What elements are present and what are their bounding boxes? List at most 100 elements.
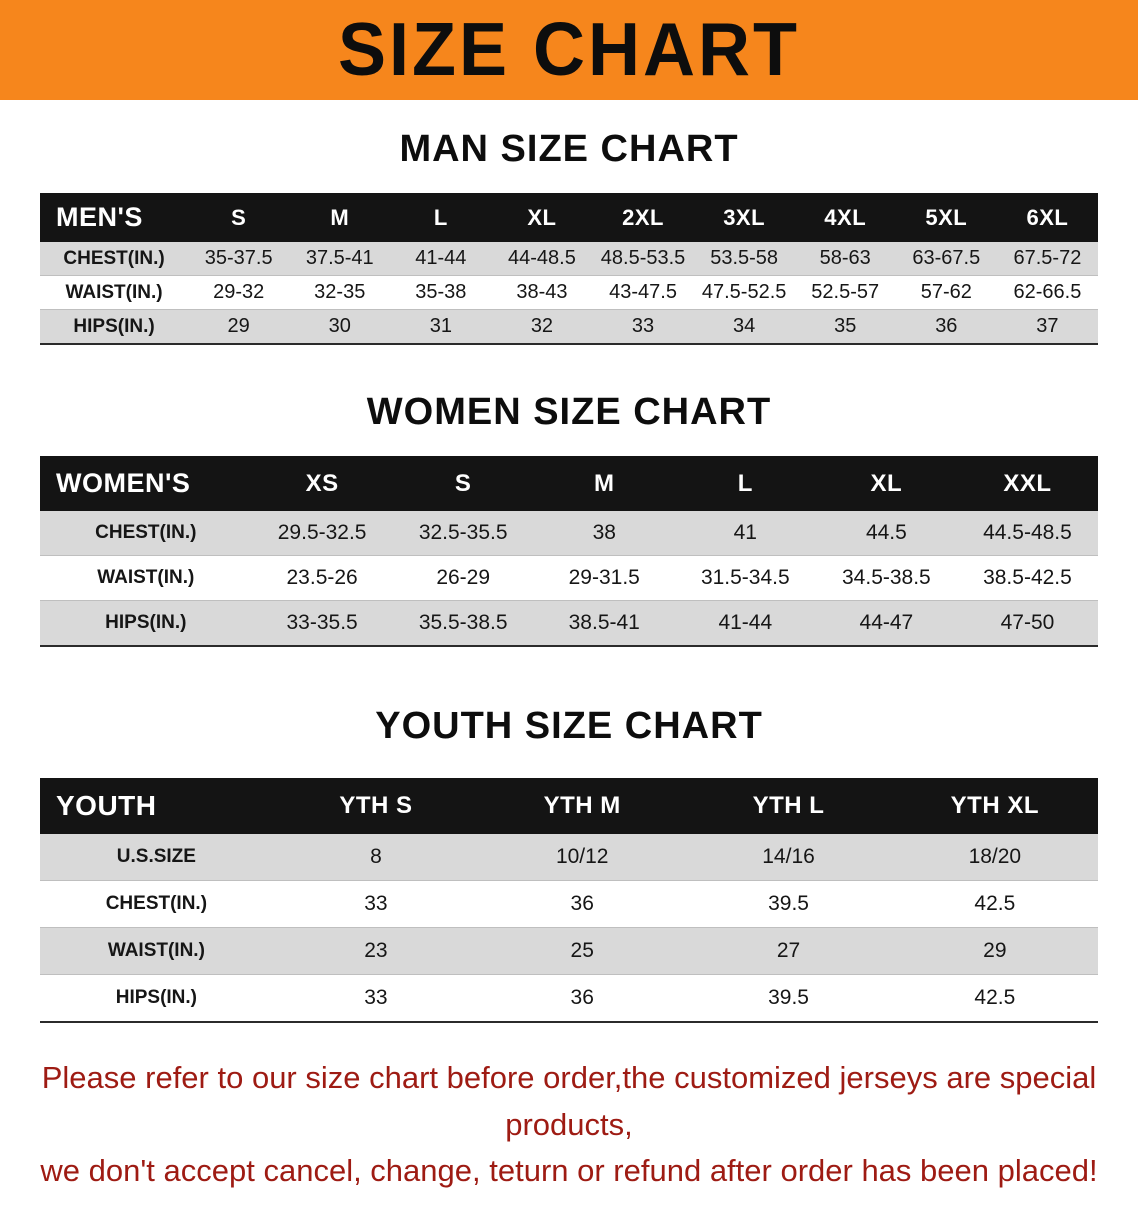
value-cell: 35-38 (415, 281, 467, 303)
header-cell: 5XL (895, 193, 997, 242)
value-cell: 29.5-32.5 (277, 521, 367, 544)
header-cell: S (392, 456, 534, 511)
footer-note: Please refer to our size chart before or… (16, 1055, 1122, 1195)
value-cell: 57-62 (920, 281, 972, 303)
value-cell: 23 (364, 939, 388, 962)
row-label: WAIST(IN.) (107, 940, 205, 961)
section-heading-women: WOMEN SIZE CHART (366, 391, 772, 433)
value-cell: 33 (631, 315, 655, 337)
value-cell: 31.5-34.5 (700, 566, 790, 589)
header-row: YOUTH YTH S YTH M YTH L YTH XL (40, 778, 1098, 834)
value-cell: 8 (370, 845, 382, 868)
table-row: CHEST(IN.) 35-37.5 37.5-41 41-44 44-48.5 48.5… (40, 242, 1098, 276)
header-cell: YOUTH (40, 778, 273, 834)
size-table-men: MEN'S S M L XL 2XL 3XL 4XL 5XL 6XL CHEST(IN.) 35-37… (40, 193, 1098, 345)
banner-title: SIZE CHART (338, 8, 800, 93)
value-cell: 39.5 (768, 892, 809, 915)
value-cell: 10/12 (555, 845, 609, 868)
table-row: HIPS(IN.) 29 30 31 32 33 34 35 36 37 (40, 309, 1098, 344)
row-label: CHEST(IN.) (95, 522, 197, 543)
value-cell: 44.5-48.5 (983, 521, 1072, 544)
header-row: WOMEN'S XS S M L XL XXL (40, 456, 1098, 511)
table-row: CHEST(IN.) 33 36 39.5 42.5 (40, 880, 1098, 928)
value-cell: 36 (570, 986, 594, 1009)
value-cell: 52.5-57 (811, 281, 880, 303)
header-cell: YTH XL (891, 778, 1098, 834)
value-cell: 37.5-41 (305, 247, 374, 269)
value-cell: 38 (592, 521, 616, 544)
value-cell: 42.5 (974, 892, 1016, 915)
value-cell: 29 (227, 315, 250, 337)
value-cell: 44-47 (859, 611, 914, 634)
value-cell: 14/16 (762, 845, 815, 868)
value-cell: 38.5-41 (568, 611, 640, 634)
value-cell: 42.5 (974, 986, 1016, 1009)
row-label: CHEST(IN.) (63, 247, 165, 269)
value-cell: 41-44 (415, 247, 467, 269)
row-label: HIPS(IN.) (73, 315, 155, 337)
value-cell: 33 (364, 986, 388, 1009)
table-row: WAIST(IN.) 23 25 27 29 (40, 927, 1098, 975)
value-cell: 39.5 (768, 986, 809, 1009)
row-label: U.S.SIZE (116, 846, 196, 867)
value-cell: 47-50 (1000, 611, 1055, 634)
size-table-youth: YOUTH YTH S YTH M YTH L YTH XL U.S.SIZE 8 10/12… (40, 778, 1098, 1023)
footer-line-1: Please refer to our size chart before or… (41, 1060, 1097, 1142)
value-cell: 37 (1036, 315, 1059, 337)
size-chart-banner: SIZE CHART (0, 0, 1138, 100)
section-youth: YOUTH SIZE CHART YOUTH YTH S YTH M YTH L YTH … (0, 705, 1138, 1023)
row-label: HIPS(IN.) (105, 612, 187, 633)
value-cell: 32 (530, 315, 554, 337)
value-cell: 33-35.5 (286, 611, 358, 634)
header-row: MEN'S S M L XL 2XL 3XL 4XL 5XL 6XL (40, 193, 1098, 242)
value-cell: 31 (429, 315, 452, 337)
value-cell: 29-31.5 (568, 566, 640, 589)
value-cell: 58-63 (819, 247, 871, 269)
value-cell: 34.5-38.5 (842, 566, 931, 589)
value-cell: 33 (364, 892, 388, 915)
header-cell: XL (491, 193, 593, 242)
header-cell: 6XL (996, 193, 1098, 242)
value-cell: 67.5-72 (1013, 247, 1082, 269)
section-heading-men: MAN SIZE CHART (399, 128, 739, 170)
value-cell: 38-43 (516, 281, 568, 303)
header-cell: YTH S (272, 778, 480, 834)
header-cell: WOMEN'S (40, 456, 252, 511)
value-cell: 44-48.5 (508, 247, 576, 269)
value-cell: 32-35 (314, 281, 366, 303)
size-table-women: WOMEN'S XS S M L XL XXL CHEST(IN.) 29.5-32.5 32.5… (40, 456, 1098, 647)
value-cell: 47.5-52.5 (701, 281, 787, 303)
row-label: WAIST(IN.) (97, 567, 195, 588)
table-row: U.S.SIZE 8 10/12 14/16 18/20 (40, 834, 1098, 881)
header-cell: 4XL (794, 193, 896, 242)
value-cell: 41 (733, 521, 757, 544)
value-cell: 26-29 (436, 566, 491, 589)
value-cell: 36 (935, 315, 958, 337)
footer-line-2: we don't accept cancel, change, teturn o… (40, 1153, 1098, 1188)
value-cell: 38.5-42.5 (983, 566, 1072, 589)
table-row: WAIST(IN.) 23.5-26 26-29 29-31.5 31.5-34.5 34… (40, 555, 1098, 601)
value-cell: 32.5-35.5 (418, 521, 508, 544)
section-heading-youth: YOUTH SIZE CHART (375, 705, 763, 747)
value-cell: 30 (328, 315, 351, 337)
value-cell: 44.5 (865, 521, 907, 544)
value-cell: 53.5-58 (710, 247, 779, 269)
header-cell: S (188, 193, 290, 242)
value-cell: 43-47.5 (609, 281, 677, 303)
header-cell: 3XL (693, 193, 795, 242)
section-men: MAN SIZE CHART MEN'S S M L XL 2XL 3XL 4XL 5XL 6XL C… (0, 128, 1138, 345)
header-cell: M (289, 193, 391, 242)
value-cell: 18/20 (968, 845, 1022, 868)
value-cell: 29-32 (213, 281, 265, 303)
header-cell: 2XL (592, 193, 694, 242)
header-cell: M (533, 456, 675, 511)
value-cell: 35-37.5 (204, 247, 273, 269)
value-cell: 23.5-26 (286, 566, 358, 589)
table-row: HIPS(IN.) 33-35.5 35.5-38.5 38.5-41 41-44 44-… (40, 600, 1098, 646)
value-cell: 25 (570, 939, 594, 962)
row-label: WAIST(IN.) (65, 281, 163, 303)
table-row: WAIST(IN.) 29-32 32-35 35-38 38-43 43-47.5 47.… (40, 275, 1098, 310)
header-cell: XXL (956, 456, 1098, 511)
header-cell: L (674, 456, 816, 511)
row-label: HIPS(IN.) (115, 987, 198, 1008)
